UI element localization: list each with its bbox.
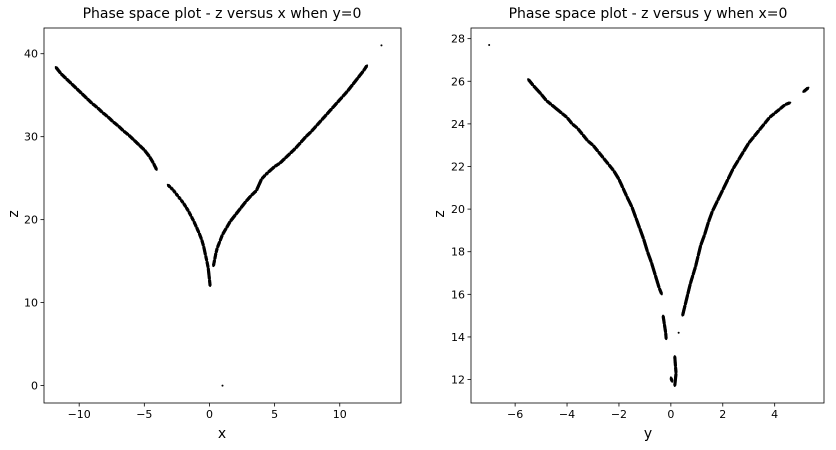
right-data-point bbox=[673, 384, 676, 387]
right-data-point bbox=[807, 86, 810, 89]
left-x-tick-label: −5 bbox=[136, 408, 152, 421]
left-x-tick-label: 0 bbox=[206, 408, 213, 421]
right-x-tick-label: −2 bbox=[611, 408, 627, 421]
right-y-axis-title: z bbox=[432, 210, 448, 217]
right-data-point bbox=[671, 380, 674, 383]
right-x-tick-label: −4 bbox=[559, 408, 575, 421]
right-y-tick-label: 22 bbox=[451, 160, 465, 173]
right-data-point bbox=[488, 44, 491, 47]
right-x-tick-label: −6 bbox=[507, 408, 523, 421]
right-x-tick-label: 0 bbox=[667, 408, 674, 421]
right-x-tick-label: 2 bbox=[719, 408, 726, 421]
left-data-point bbox=[155, 168, 158, 171]
left-x-tick-label: 5 bbox=[271, 408, 278, 421]
left-plot-title: Phase space plot - z versus x when y=0 bbox=[83, 6, 362, 22]
right-data-points bbox=[488, 44, 810, 387]
right-y-tick-label: 12 bbox=[451, 374, 465, 387]
right-x-tick-label: 4 bbox=[771, 408, 778, 421]
left-plot-frame bbox=[43, 27, 402, 404]
right-data-point bbox=[789, 101, 792, 104]
left-data-point bbox=[380, 44, 383, 47]
left-ticks: −10 −5 0 5 10 0 10 20 30 40 bbox=[24, 48, 347, 421]
left-y-tick-label: 10 bbox=[24, 297, 38, 310]
left-data-point bbox=[221, 384, 224, 387]
right-y-tick-label: 16 bbox=[451, 288, 465, 301]
left-x-tick-label: 10 bbox=[333, 408, 347, 421]
right-y-tick-label: 18 bbox=[451, 246, 465, 259]
right-x-axis-title: y bbox=[644, 426, 652, 442]
right-y-tick-label: 28 bbox=[451, 33, 465, 46]
left-x-axis-title: x bbox=[218, 426, 226, 442]
left-y-axis-title: z bbox=[6, 210, 22, 217]
right-scatter-panel: Phase space plot - z versus y when x=0 y… bbox=[432, 6, 825, 442]
right-data-point bbox=[660, 293, 663, 296]
left-data-point bbox=[209, 285, 212, 288]
left-y-tick-label: 0 bbox=[31, 380, 38, 393]
left-x-tick-label: −10 bbox=[68, 408, 91, 421]
left-y-tick-label: 20 bbox=[24, 214, 38, 227]
left-scatter-panel: Phase space plot - z versus x when y=0 x… bbox=[6, 6, 402, 442]
right-y-tick-label: 26 bbox=[451, 75, 465, 88]
left-data-point bbox=[366, 64, 369, 67]
left-data-points bbox=[54, 44, 383, 387]
left-y-tick-label: 30 bbox=[24, 131, 38, 144]
right-plot-frame bbox=[470, 27, 825, 404]
right-y-tick-label: 14 bbox=[451, 331, 465, 344]
right-plot-title: Phase space plot - z versus y when x=0 bbox=[509, 6, 788, 22]
right-data-point bbox=[665, 338, 668, 341]
right-data-point bbox=[677, 331, 680, 334]
left-y-tick-label: 40 bbox=[24, 48, 38, 61]
right-y-tick-label: 20 bbox=[451, 203, 465, 216]
right-y-tick-label: 24 bbox=[451, 118, 465, 131]
